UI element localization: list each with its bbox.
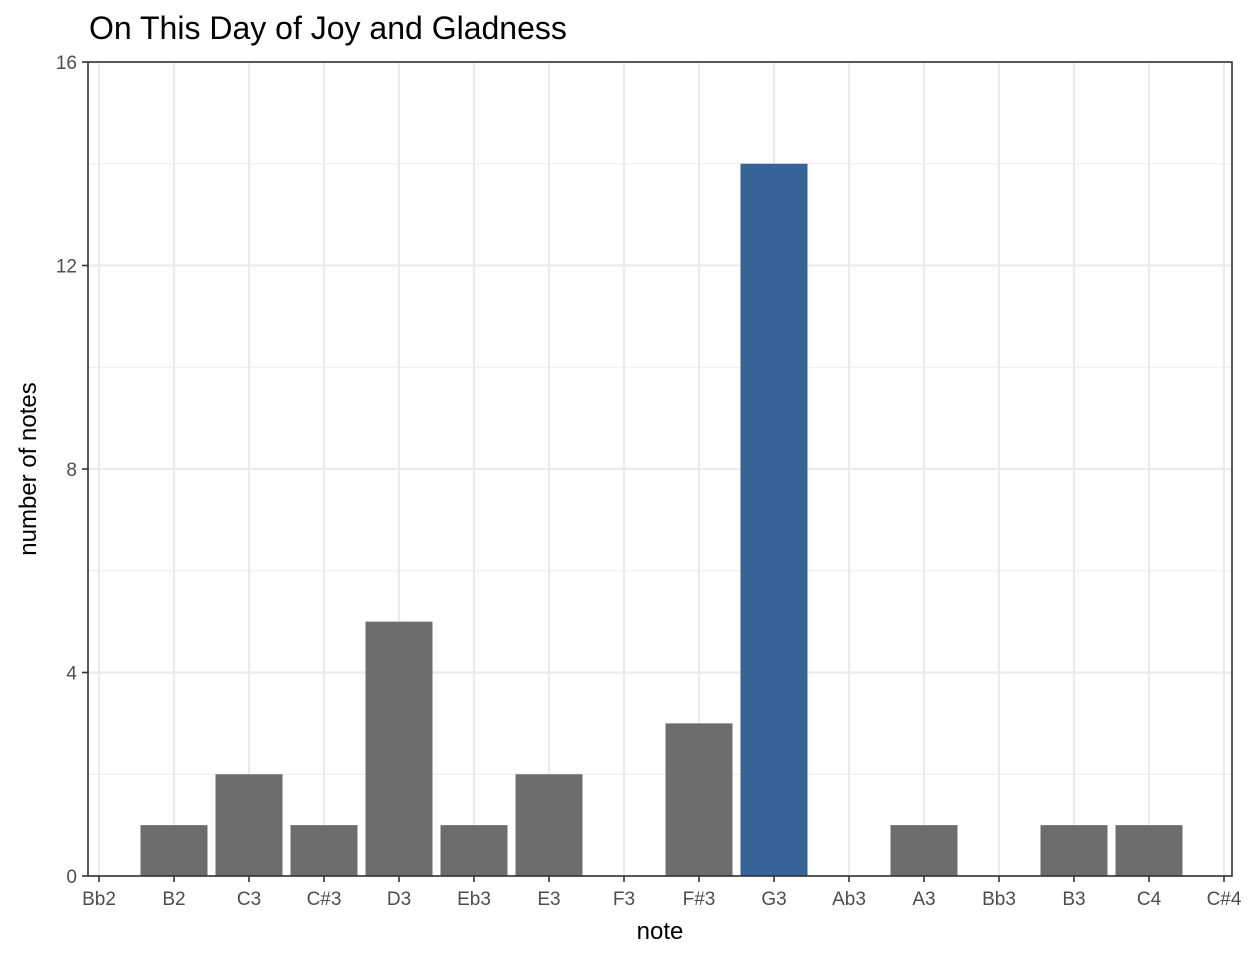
bar-c4 xyxy=(1115,825,1183,876)
y-tick-label: 4 xyxy=(66,664,77,685)
bar-csharp3 xyxy=(290,825,358,876)
x-tick-label: C#3 xyxy=(307,889,342,910)
x-tick-label: B3 xyxy=(1062,889,1085,910)
bar-a3 xyxy=(890,825,958,876)
x-tick-label: Bb3 xyxy=(982,889,1016,910)
x-tick-label: A3 xyxy=(912,889,935,910)
y-tick-label: 16 xyxy=(56,53,77,74)
y-tick-label: 12 xyxy=(56,257,77,278)
bar-e3 xyxy=(515,774,583,876)
x-tick-label: F#3 xyxy=(683,889,716,910)
bar-fsharp3 xyxy=(665,723,733,876)
bar-c3 xyxy=(215,774,283,876)
y-tick-label: 0 xyxy=(66,867,77,888)
y-axis-title: number of notes xyxy=(15,382,42,555)
x-tick-label: D3 xyxy=(387,889,411,910)
bar-b3 xyxy=(1040,825,1108,876)
x-tick-label: B2 xyxy=(162,889,185,910)
x-tick-label: C#4 xyxy=(1207,889,1242,910)
x-tick-label: Ab3 xyxy=(832,889,866,910)
bar-eb3 xyxy=(440,825,508,876)
gridlines xyxy=(88,60,1232,878)
x-axis-title: note xyxy=(637,918,684,945)
bar-g3 xyxy=(740,163,808,876)
x-tick-label: Eb3 xyxy=(457,889,491,910)
x-tick-label: F3 xyxy=(613,889,635,910)
bar-d3 xyxy=(365,621,433,876)
x-tick-label: C4 xyxy=(1137,889,1162,910)
chart-title: On This Day of Joy and Gladness xyxy=(89,10,567,46)
x-tick-label: C3 xyxy=(237,889,261,910)
x-tick-label: Bb2 xyxy=(82,889,116,910)
x-tick-label: E3 xyxy=(537,889,560,910)
axes: 0 4 8 12 16 Bb2 B2 C3 C#3 D3 Eb3 E3 F3 F#3 G3 Ab3 A3 Bb3 B… xyxy=(56,53,1242,910)
x-tick-label: G3 xyxy=(761,889,786,910)
bars xyxy=(140,163,1183,876)
y-tick-label: 8 xyxy=(66,460,77,481)
bar-b2 xyxy=(140,825,208,876)
